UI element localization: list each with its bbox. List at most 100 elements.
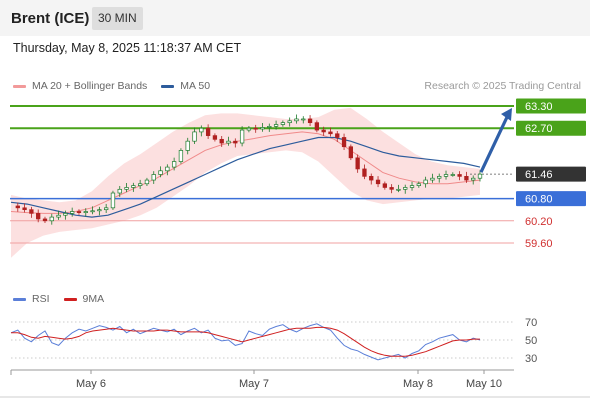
projection-arrow-shaft — [479, 114, 510, 173]
candle-body — [29, 209, 34, 214]
level-badge-62.70 — [516, 120, 586, 136]
candle-body — [409, 185, 415, 188]
candle-body — [430, 177, 435, 181]
candle-body — [76, 211, 82, 213]
x-axis-tick-label: May 6 — [76, 378, 106, 390]
rsi-ma9-line — [11, 326, 480, 357]
projection-arrow-head-icon — [501, 108, 512, 121]
candle-body — [267, 126, 272, 128]
candle-body — [375, 179, 381, 185]
rsi-line — [10, 323, 481, 361]
bollinger-band — [11, 107, 480, 258]
candle-body — [205, 127, 211, 136]
candle-body — [83, 211, 88, 213]
candle-body — [260, 127, 265, 130]
candle-body — [233, 140, 238, 144]
candle-body — [280, 122, 286, 125]
level-label-60.20: 60.20 — [525, 216, 553, 228]
candle-body — [36, 213, 41, 220]
rsi-tick-label: 50 — [525, 335, 537, 347]
candle-body — [294, 118, 299, 122]
candle-body — [97, 209, 102, 212]
legend-label-rsi: RSI — [32, 293, 50, 305]
ma20-swatch-icon — [13, 84, 26, 88]
chart-header: Brent (ICE) 30 MIN — [0, 0, 590, 36]
ma50-swatch-icon — [161, 84, 175, 88]
candle-body — [457, 174, 462, 177]
legend-item-9ma: 9MA — [63, 293, 105, 305]
candle-body — [144, 179, 150, 185]
rsi-swatch-icon — [13, 297, 26, 301]
candle-body — [151, 174, 156, 181]
x-axis-tick-label: May 10 — [466, 378, 502, 390]
candle-body — [369, 176, 374, 181]
candle-body — [63, 213, 68, 216]
level-label-61.46: 61.46 — [525, 169, 553, 181]
candle-body — [301, 118, 306, 121]
instrument-title: Brent (ICE) — [11, 10, 90, 27]
candle-body — [171, 161, 177, 168]
candle-body — [335, 133, 340, 138]
timeframe-badge[interactable]: 30 MIN — [92, 7, 143, 30]
candle-body — [192, 131, 197, 142]
candle-body — [117, 188, 122, 194]
rsi-tick-label: 70 — [525, 317, 537, 329]
x-axis-tick-label: May 7 — [239, 378, 269, 390]
level-label-63.30: 63.30 — [525, 101, 553, 113]
level-badge-61.46 — [516, 166, 586, 182]
candle-body — [15, 205, 20, 209]
candle-body — [137, 183, 143, 186]
candle-body — [273, 124, 279, 127]
candle-body — [226, 140, 231, 144]
candle-body — [246, 127, 252, 131]
candle-body — [362, 168, 367, 177]
candle-body — [307, 118, 313, 124]
candle-body — [443, 174, 449, 177]
candle-body — [42, 218, 48, 222]
chart-timestamp: Thursday, May 8, 2025 11:18:37 AM CET — [13, 41, 242, 55]
candle-body — [124, 187, 129, 190]
legend-label-9ma: 9MA — [82, 293, 105, 305]
candle-body — [199, 127, 204, 133]
level-badge-60.80 — [516, 191, 586, 207]
candle-body — [471, 177, 476, 181]
9ma-swatch-icon — [63, 297, 77, 301]
candle-body — [389, 187, 394, 190]
x-axis-tick-label: May 8 — [403, 378, 433, 390]
candle-body — [185, 140, 190, 151]
ma20-line — [10, 131, 481, 214]
rsi-tick-label: 30 — [525, 353, 537, 365]
price-legend: MA 20 + Bollinger Bands MA 50 — [13, 80, 224, 92]
candle-body — [450, 174, 455, 176]
legend-item-ma50: MA 50 — [161, 80, 210, 92]
copyright-notice: Research © 2025 Trading Central — [424, 80, 581, 92]
level-badge-63.30 — [516, 98, 586, 114]
candle-body — [212, 135, 218, 140]
candle-body — [396, 188, 401, 191]
level-label-59.60: 59.60 — [525, 238, 553, 250]
legend-label-ma50: MA 50 — [180, 80, 211, 92]
candle-body — [477, 173, 483, 179]
candle-body — [314, 122, 320, 131]
level-label-60.80: 60.80 — [525, 194, 553, 206]
level-label-62.70: 62.70 — [525, 123, 553, 135]
candle-body — [403, 187, 408, 190]
legend-item-rsi: RSI — [13, 293, 50, 305]
candle-body — [348, 146, 354, 159]
candle-body — [328, 131, 333, 135]
candle-body — [104, 207, 109, 211]
candle-body — [355, 157, 360, 170]
candle-body — [165, 166, 170, 172]
ma50-line — [10, 136, 481, 218]
candle-body — [287, 120, 292, 124]
candle-body — [416, 183, 421, 186]
candle-body — [110, 192, 116, 209]
candle-body — [382, 183, 387, 188]
candle-body — [90, 210, 95, 213]
candle-body — [321, 129, 326, 133]
candle-body — [70, 211, 75, 214]
candle-body — [56, 214, 61, 218]
candle-body — [158, 170, 163, 175]
candle-body — [22, 207, 27, 211]
